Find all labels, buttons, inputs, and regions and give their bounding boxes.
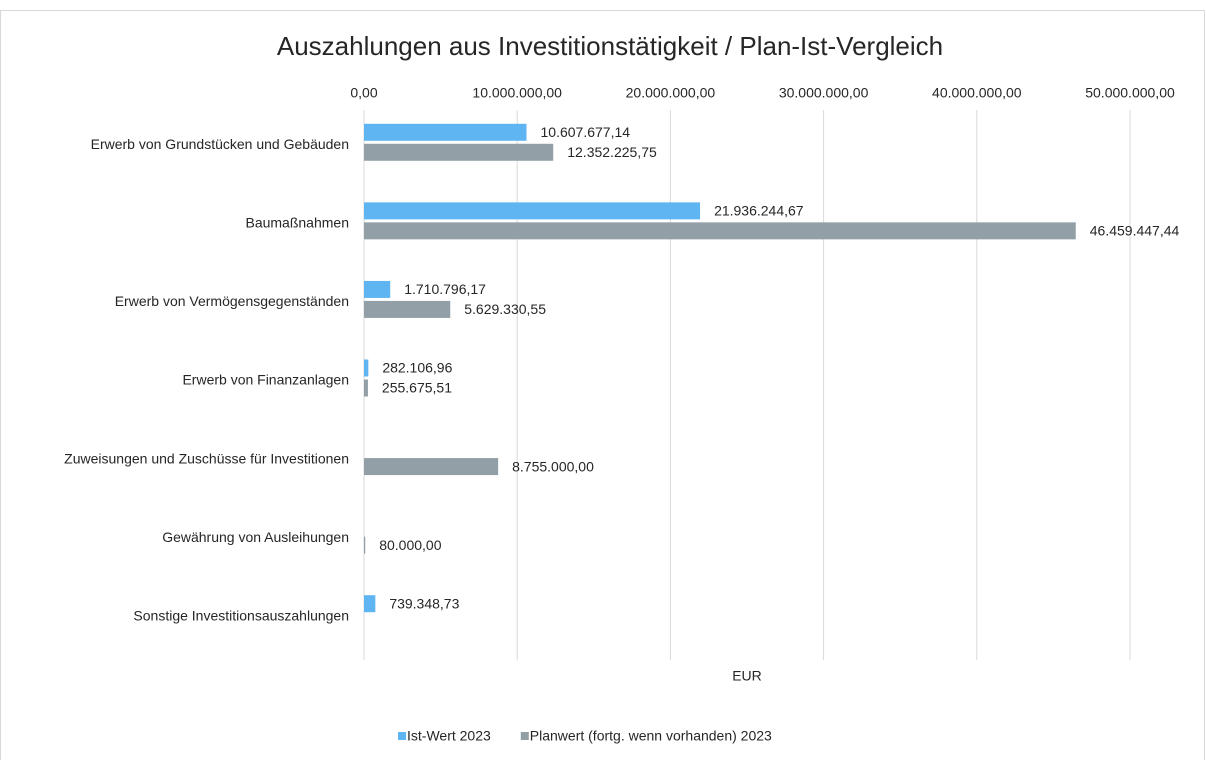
legend-swatch [520,732,529,740]
bar [364,123,527,141]
bar [364,202,701,220]
x-tick-label: 40.000.000,00 [932,85,1022,101]
bar [364,300,451,318]
y-tick-label: Erwerb von Grundstücken und Gebäuden [91,136,349,152]
y-tick-label: Baumaßnahmen [245,215,349,231]
bar [364,595,376,613]
x-tick-label: 10.000.000,00 [472,85,562,101]
bar [364,536,366,554]
data-label: 80.000,00 [379,537,441,553]
x-tick-label: 30.000.000,00 [779,85,869,101]
data-label: 46.459.447,44 [1090,223,1180,239]
bar [364,458,499,476]
y-tick-label: Sonstige Investitionsauszahlungen [133,607,349,623]
y-tick-label: Erwerb von Finanzanlagen [182,372,349,388]
chart-frame [0,10,1205,760]
y-tick-label: Zuweisungen und Zuschüsse für Investitio… [64,450,349,466]
bar [364,379,368,397]
data-label: 739.348,73 [389,595,459,611]
data-label: 5.629.330,55 [464,301,546,317]
bar [364,280,391,298]
data-label: 1.710.796,17 [404,281,486,297]
y-tick-label: Gewährung von Ausleihungen [162,529,349,545]
bar [364,359,369,377]
data-label: 8.755.000,00 [512,458,594,474]
x-tick-label: 0,00 [350,85,377,101]
data-label: 21.936.244,67 [714,203,804,219]
y-tick-label: Erwerb von Vermögensgegenständen [115,293,349,309]
bar [364,143,554,161]
x-axis-title: EUR [732,668,762,684]
bar [364,222,1076,240]
x-tick-label: 50.000.000,00 [1085,85,1175,101]
legend-swatch [398,732,406,740]
legend-label: Planwert (fortg. wenn vorhanden) 2023 [530,728,772,744]
chart-title: Auszahlungen aus Investitionstätigkeit /… [277,31,943,61]
data-label: 10.607.677,14 [541,124,631,140]
legend-label: Ist-Wert 2023 [407,728,491,744]
data-label: 12.352.225,75 [567,144,657,160]
data-label: 255.675,51 [382,380,452,396]
x-tick-label: 20.000.000,00 [626,85,716,101]
data-label: 282.106,96 [382,360,452,376]
